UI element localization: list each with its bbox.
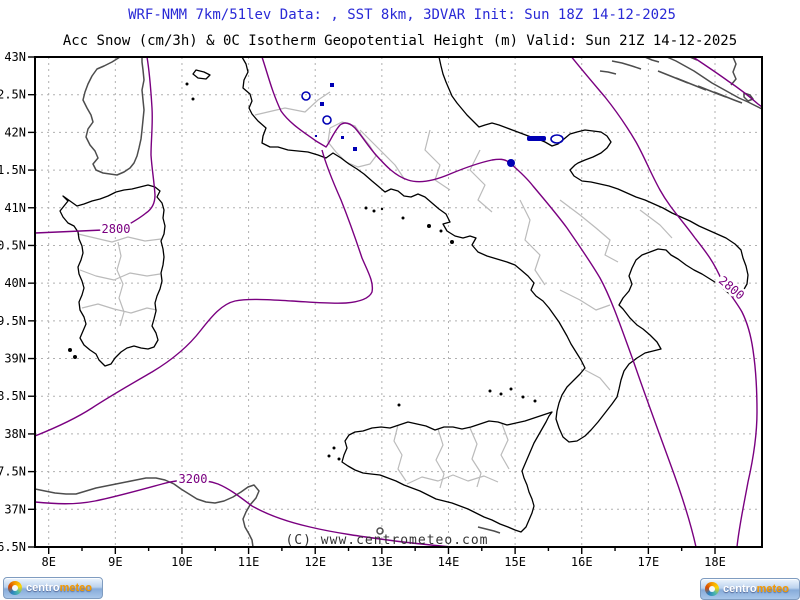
contour-2800-west: [35, 56, 156, 234]
contour-0c-tyrrhenian: [35, 149, 374, 437]
lat-label-38N: 38N: [4, 427, 26, 441]
centrometeo-logo-text: centrometeo: [723, 582, 790, 595]
contour-adriatic: [692, 56, 762, 108]
lat-label-40N: 40N: [4, 276, 26, 290]
coastline-croatia: [599, 56, 762, 110]
lat-label-39N: 39N: [4, 352, 26, 366]
centrometeo-logo-left[interactable]: centrometeo: [3, 577, 103, 599]
lon-label-15E: 15E: [504, 555, 526, 569]
copyright-watermark: (C) www.centrometeo.com: [285, 533, 488, 548]
coastline-sardinia: [59, 184, 166, 367]
lat-label-37N: 37N: [4, 502, 26, 516]
map-frame: [34, 56, 763, 548]
lon-label-13E: 13E: [371, 555, 393, 569]
coastline-corsica: [82, 56, 145, 176]
contour-3200-south: [35, 479, 453, 547]
centrometeo-ring-icon: [8, 581, 22, 595]
model-title: WRF-NMM 7km/51lev Data: , SST 8km, 3DVAR…: [128, 7, 676, 23]
island-elba: [192, 69, 211, 80]
contour-label-2800-east: 2800: [716, 273, 747, 302]
snow-accumulation-spots: [301, 83, 564, 167]
lat-label-41N: 41N: [4, 201, 26, 215]
region-borders: [77, 91, 673, 489]
isotherm-height-contours: 2800 2800 3200: [35, 56, 762, 547]
lat-label-39.5N: 39.5N: [0, 314, 26, 328]
lat-label-37.5N: 37.5N: [0, 465, 26, 479]
contour-2800-east: [569, 56, 758, 547]
contour-label-2800-west: 2800: [102, 222, 131, 236]
grid-lines: [35, 57, 762, 547]
island-pantelleria: [376, 527, 384, 535]
lon-label-14E: 14E: [438, 555, 460, 569]
coastline-italy: [185, 56, 749, 443]
lon-label-10E: 10E: [171, 555, 193, 569]
longitude-axis-labels: 8E 9E 10E 11E 12E 13E 14E 15E 16E 17E 18E: [41, 555, 725, 569]
lat-label-38.5N: 38.5N: [0, 389, 26, 403]
lon-label-18E: 18E: [704, 555, 726, 569]
lon-label-12E: 12E: [304, 555, 326, 569]
lat-label-43N: 43N: [4, 50, 26, 64]
lon-label-9E: 9E: [108, 555, 122, 569]
contour-label-3200: 3200: [179, 472, 208, 486]
latitude-axis-labels: 43N 42.5N 42N 41.5N 41N 40.5N 40N 39.5N 39N 38.5N…: [0, 50, 26, 554]
lon-label-16E: 16E: [571, 555, 593, 569]
lat-label-41.5N: 41.5N: [0, 163, 26, 177]
coastline-tunisia: [35, 477, 501, 547]
lat-label-40.5N: 40.5N: [0, 238, 26, 252]
lon-label-8E: 8E: [41, 555, 55, 569]
lat-label-42N: 42N: [4, 125, 26, 139]
lat-label-36.5N: 36.5N: [0, 540, 26, 554]
centrometeo-logo-text: centrometeo: [26, 581, 93, 594]
lon-label-11E: 11E: [238, 555, 260, 569]
centrometeo-logo-right[interactable]: centrometeo: [700, 578, 800, 600]
field-title: Acc Snow (cm/3h) & 0C Isotherm Geopotent…: [63, 33, 737, 49]
centrometeo-ring-icon: [705, 582, 719, 596]
contour-0c-main: [261, 56, 697, 547]
lon-label-17E: 17E: [638, 555, 660, 569]
coastline-sicily: [327, 387, 553, 533]
lat-label-42.5N: 42.5N: [0, 88, 26, 102]
